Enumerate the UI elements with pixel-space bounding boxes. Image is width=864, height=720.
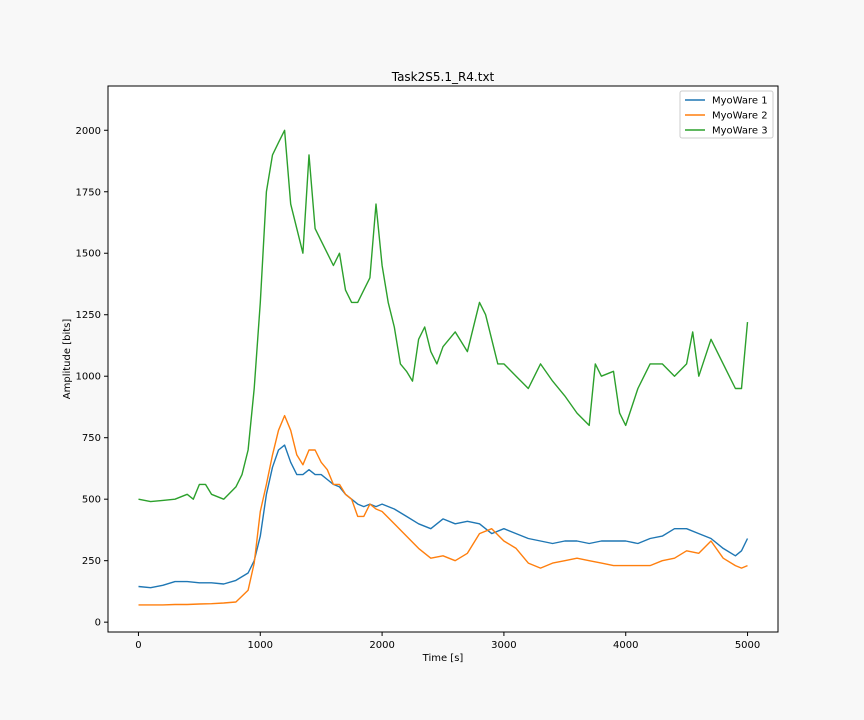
y-tick-label: 750 xyxy=(82,433,101,444)
legend-label-1: MyoWare 1 xyxy=(712,96,768,107)
plot-area xyxy=(107,85,779,633)
legend-label-3: MyoWare 3 xyxy=(712,126,768,137)
legend: MyoWare 1 MyoWare 2 MyoWare 3 xyxy=(679,90,774,139)
y-axis-label: Amplitude [bits] xyxy=(62,319,73,400)
y-tick-label: 1000 xyxy=(76,372,101,383)
y-tick-label: 0 xyxy=(95,618,101,629)
x-tick-label: 1000 xyxy=(248,640,273,651)
y-tick-label: 2000 xyxy=(76,126,101,137)
series-line-1 xyxy=(138,444,749,589)
legend-box xyxy=(679,90,774,139)
y-axis-ticks: 0 250 500 750 1000 1250 1500 1750 2000 xyxy=(76,126,108,629)
x-axis-ticks: 0 1000 2000 3000 4000 5000 xyxy=(135,632,760,651)
x-tick-label: 2000 xyxy=(369,640,394,651)
series-line-2 xyxy=(138,414,748,606)
x-tick-label: 0 xyxy=(135,640,141,651)
x-axis-label: Time [s] xyxy=(422,653,464,664)
y-tick-label: 250 xyxy=(82,556,101,567)
series-lines xyxy=(138,129,749,606)
series-line-3 xyxy=(138,129,749,503)
x-tick-label: 4000 xyxy=(613,640,638,651)
y-tick-label: 1500 xyxy=(76,249,101,260)
x-tick-label: 5000 xyxy=(735,640,760,651)
y-tick-label: 500 xyxy=(82,495,101,506)
chart-title: Task2S5.1_R4.txt xyxy=(391,70,495,84)
x-tick-label: 3000 xyxy=(491,640,516,651)
y-tick-label: 1250 xyxy=(76,310,101,321)
y-tick-label: 1750 xyxy=(76,187,101,198)
legend-label-2: MyoWare 2 xyxy=(712,111,768,122)
